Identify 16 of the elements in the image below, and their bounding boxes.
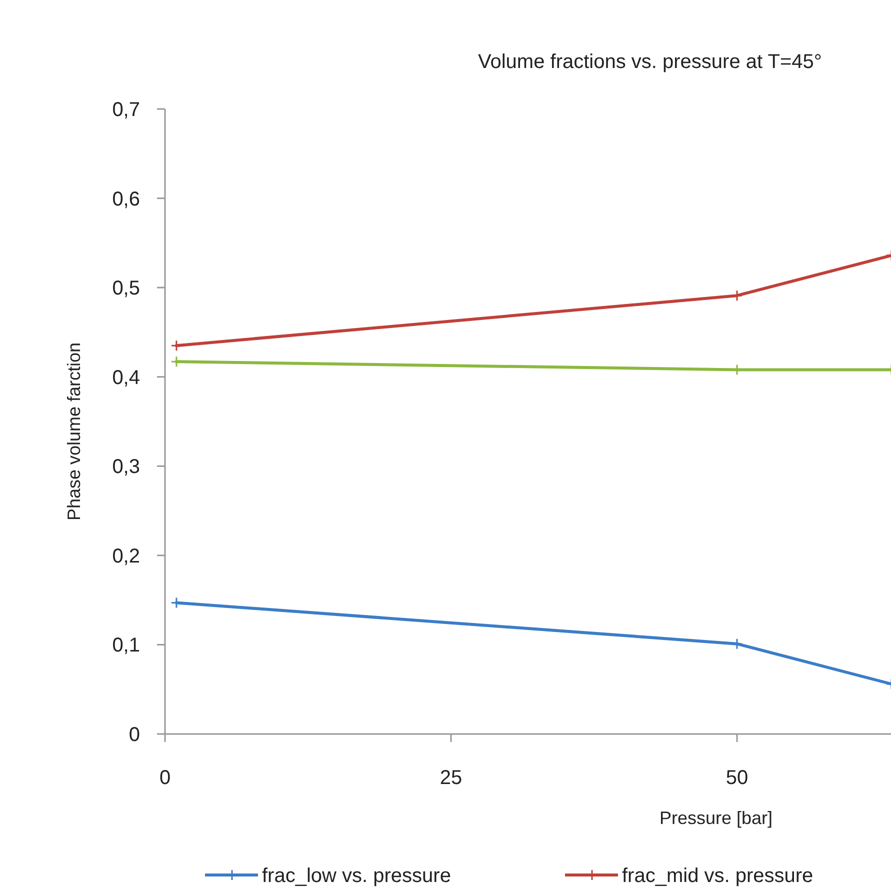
y-tick-label: 0,5	[112, 278, 140, 300]
y-tick-label: 0	[128, 724, 140, 746]
y-tick-label: 0,7	[112, 99, 140, 121]
y-axis-title: Phase volume farction	[64, 342, 84, 521]
legend-label: frac_mid vs. pressure	[622, 865, 814, 887]
y-tick-label: 0,1	[112, 634, 140, 657]
y-tick-label: 0,6	[112, 188, 140, 210]
x-axis-title: Pressure [bar]	[659, 808, 773, 828]
y-tick-label: 0,4	[112, 366, 140, 389]
x-tick-label: 25	[440, 767, 462, 789]
chart-title: Volume fractions vs. pressure at T=45°	[478, 51, 822, 73]
x-tick-label: 50	[726, 767, 748, 789]
x-tick-label: 0	[159, 767, 171, 789]
legend-label: frac_low vs. pressure	[262, 865, 451, 887]
y-tick-label: 0,2	[112, 545, 140, 568]
y-tick-label: 0,3	[112, 456, 140, 478]
